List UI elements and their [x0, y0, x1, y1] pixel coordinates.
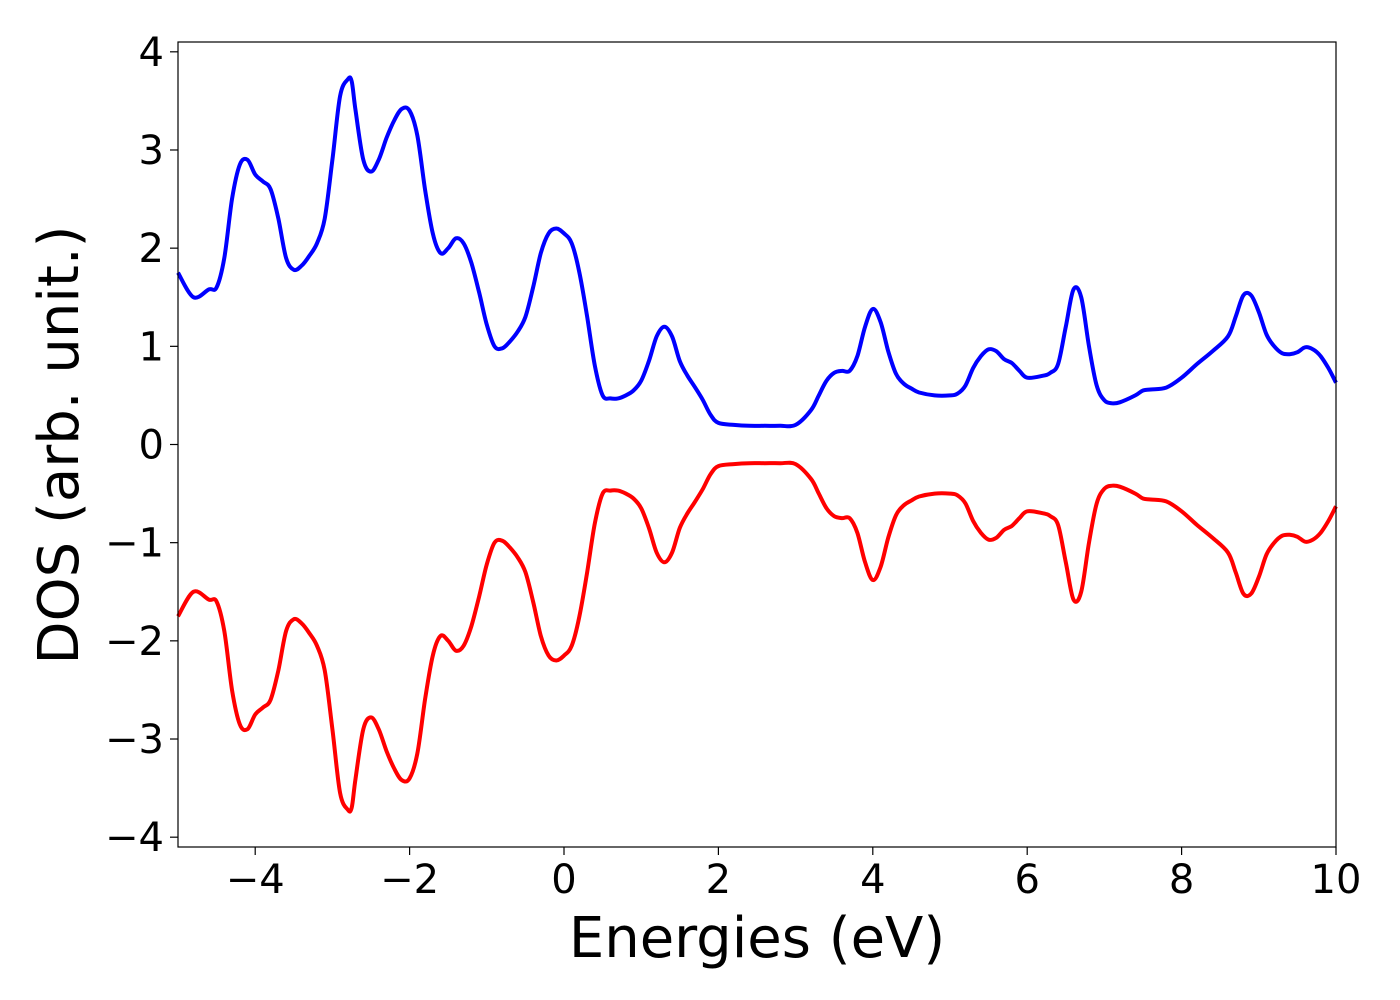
- y-tick-label: 1: [139, 324, 164, 370]
- x-tick-label: 4: [860, 857, 885, 903]
- x-tick-label: −4: [226, 857, 285, 903]
- x-axis-ticks: −4 −2 0 2 4 6 8 10: [226, 847, 1362, 903]
- x-tick-label: 2: [706, 857, 731, 903]
- y-axis-label: DOS (arb. unit.): [27, 225, 92, 664]
- x-axis-label: Energies (eV): [569, 906, 945, 971]
- y-tick-label: 2: [139, 226, 164, 272]
- y-axis-ticks: −4 −3 −2 −1 0 1 2 3 4: [105, 30, 178, 861]
- series-line-lower: [176, 460, 1338, 814]
- x-tick-label: 6: [1014, 857, 1039, 903]
- x-tick-label: 10: [1311, 857, 1362, 903]
- x-tick-label: 8: [1169, 857, 1194, 903]
- y-tick-label: −2: [105, 619, 164, 665]
- series-line-upper: [176, 75, 1338, 429]
- y-tick-label: −1: [105, 521, 164, 567]
- y-tick-label: 3: [139, 128, 164, 174]
- y-tick-label: 4: [139, 30, 164, 76]
- series-layer: [176, 75, 1338, 814]
- y-tick-label: 0: [139, 423, 164, 469]
- x-tick-label: −2: [380, 857, 439, 903]
- y-tick-label: −4: [105, 815, 164, 861]
- x-tick-label: 0: [551, 857, 576, 903]
- plot-area: [178, 42, 1336, 847]
- y-tick-label: −3: [105, 717, 164, 763]
